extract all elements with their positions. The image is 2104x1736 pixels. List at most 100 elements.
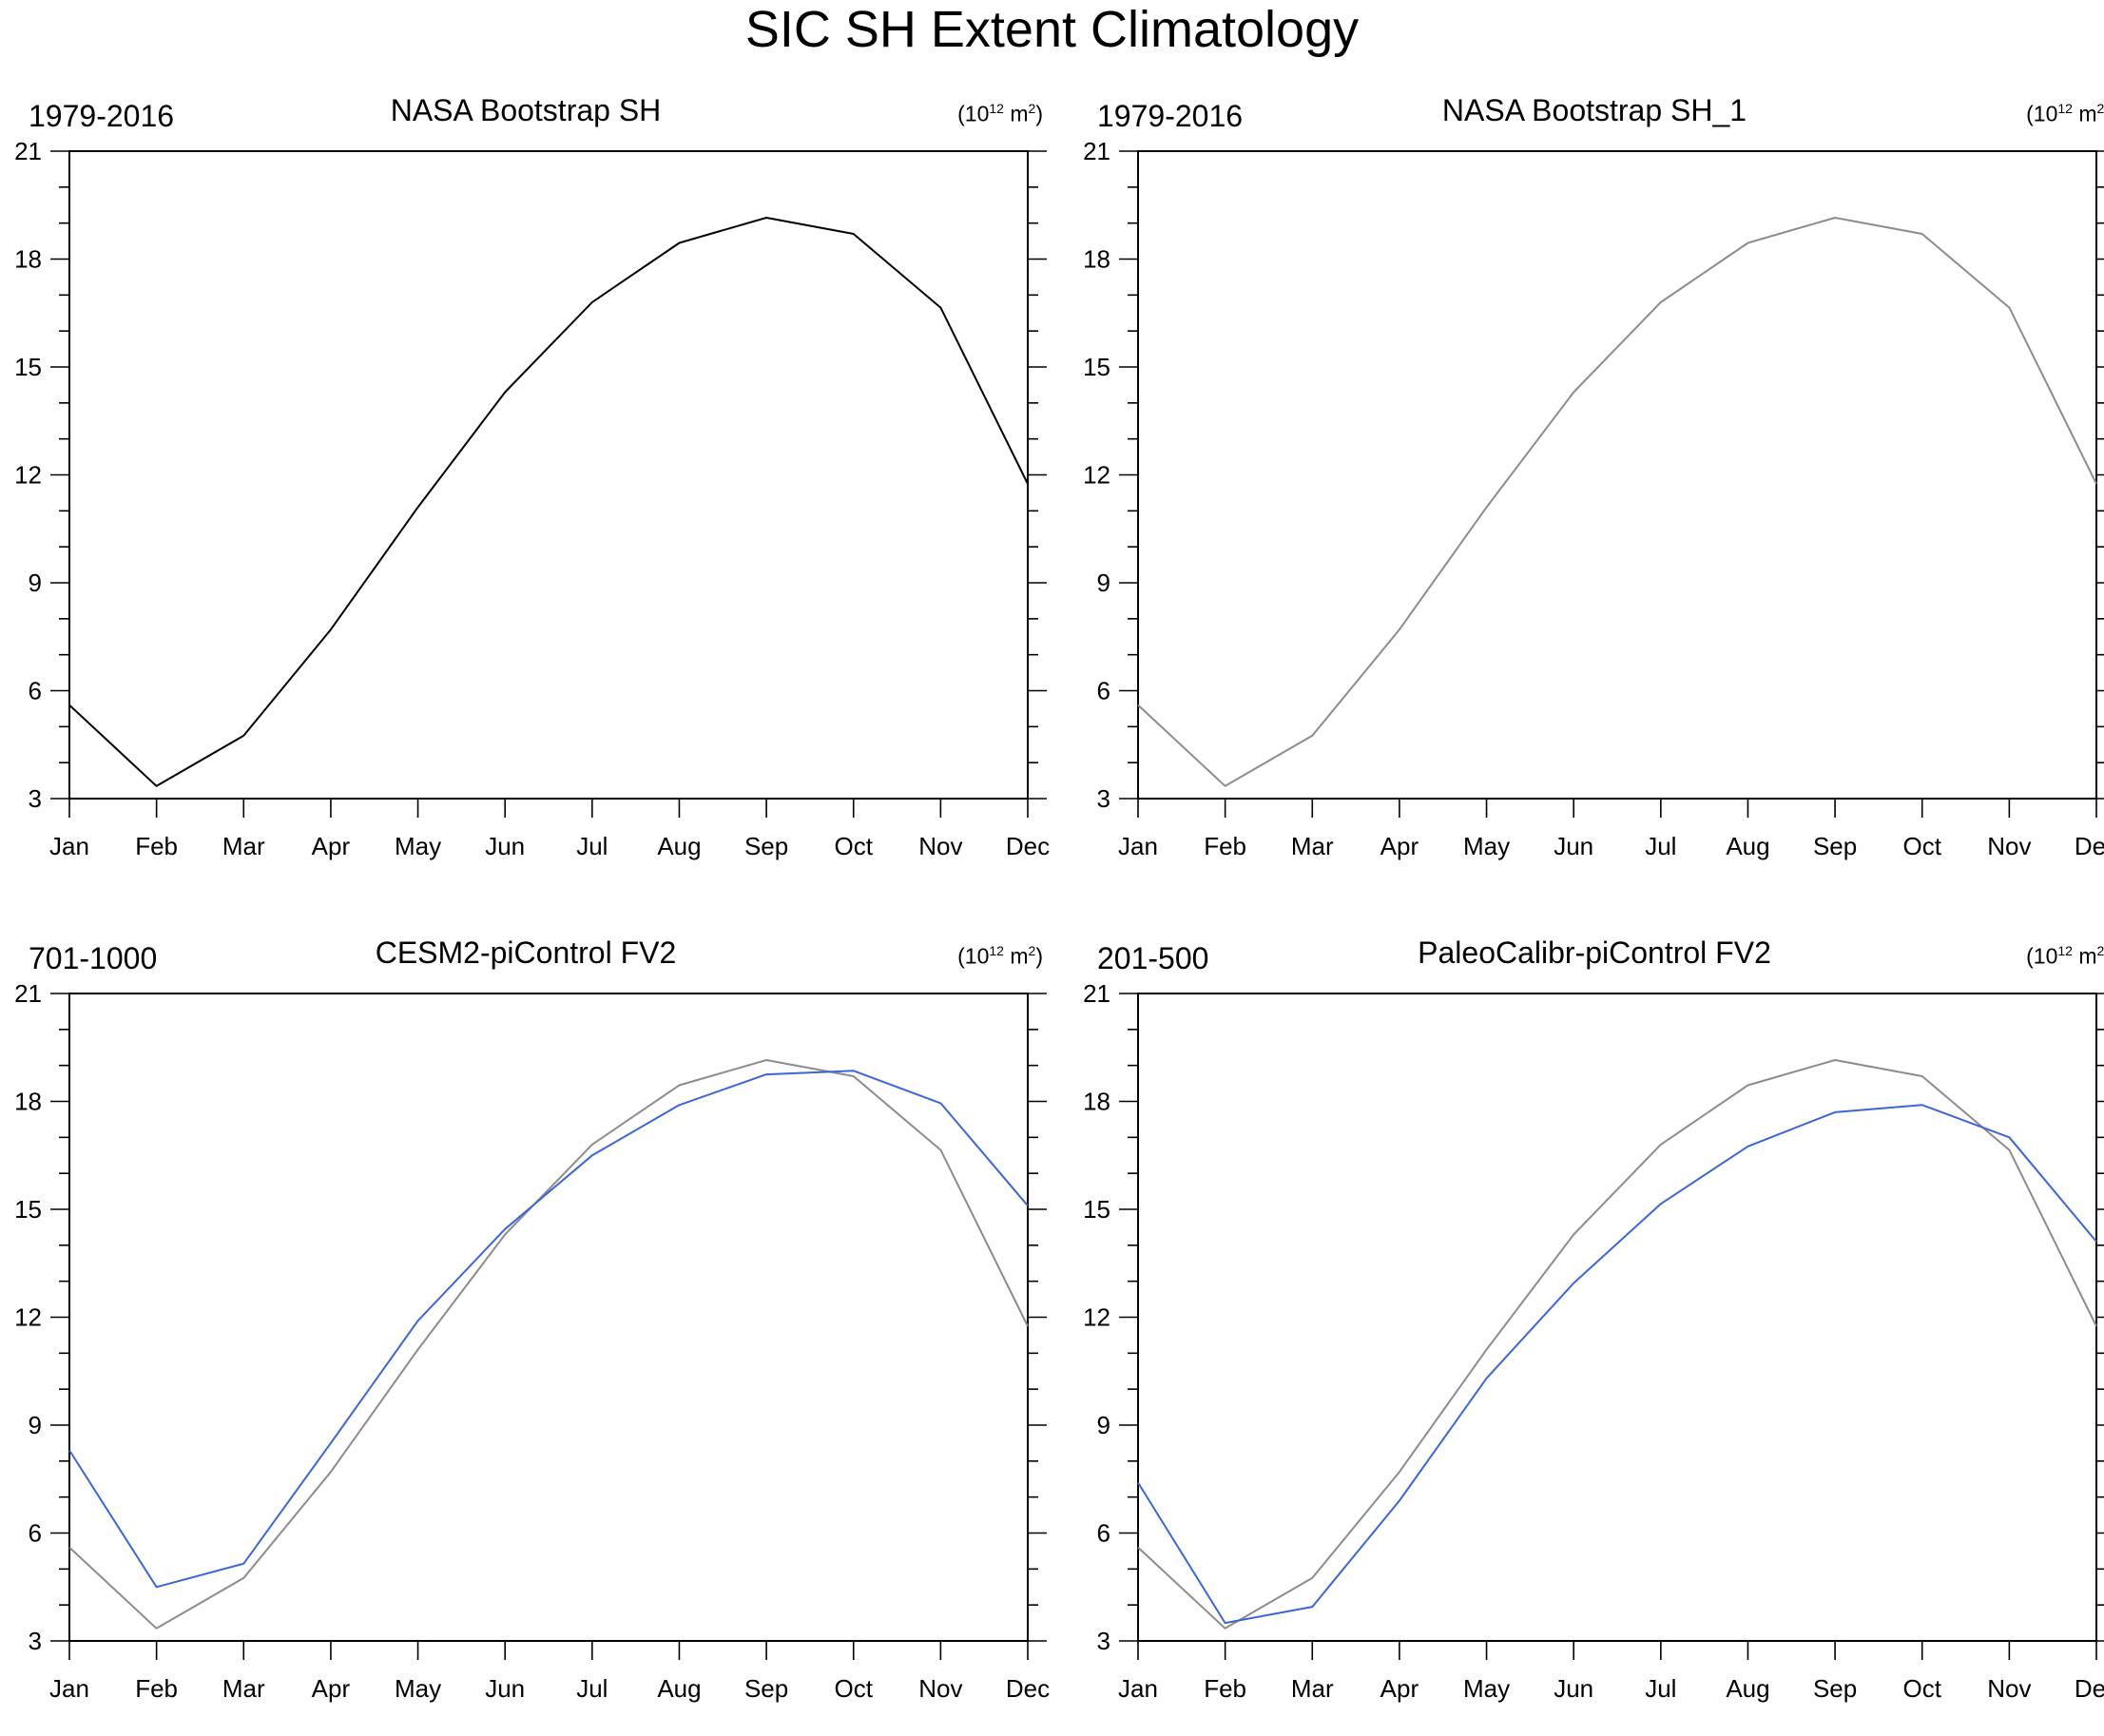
panel-period: 1979-2016 [1097,99,1244,133]
x-tick-label: Jul [1645,832,1676,860]
x-tick-label: Oct [1903,832,1942,860]
x-tick-label: Jul [1645,1674,1676,1703]
x-tick-label: Sep [744,1674,788,1703]
x-tick-label: Mar [222,832,265,860]
panel-units: (1012 m2) [2026,101,2104,126]
y-tick-label: 6 [1097,1519,1110,1548]
panel-nasa-bootstrap-sh: 1979-2016 NASA Bootstrap SH (1012 m2) 3 6… [8,86,1050,894]
x-tick-label: Jan [49,832,89,860]
x-tick-label: Nov [1987,832,2031,860]
x-tick-label: Apr [312,1674,351,1703]
y-tick-label: 18 [14,245,42,274]
x-tick-label: Sep [744,832,788,860]
x-tick-label: Nov [918,832,962,860]
x-tick-label: Jan [1118,832,1158,860]
y-tick-label: 18 [1083,245,1110,274]
plot-frame [68,993,1029,1642]
panel-title: PaleoCalibr-piControl FV2 [1418,936,1771,970]
y-tick-label: 12 [1083,461,1110,490]
x-tick-label: Nov [918,1674,962,1703]
panel-title: CESM2-piControl FV2 [375,936,677,970]
x-tick-label: Mar [1291,832,1334,860]
panel-title: NASA Bootstrap SH_1 [1441,93,1747,127]
y-tick-label: 18 [1083,1088,1110,1116]
panel-nasa-bootstrap-sh-1: 1979-2016 NASA Bootstrap SH_1 (1012 m2) … [1076,86,2104,894]
y-tick-label: 15 [14,353,42,381]
y-tick-label: 9 [1097,569,1110,597]
series-line [68,217,1029,787]
x-tick-label: Aug [657,832,701,860]
x-tick-label: Aug [657,1674,701,1703]
x-tick-label: May [1463,1674,1510,1703]
plot-frame [1137,150,2097,800]
chart-plot-area: 3 6 9 12 15 18 21 Jan Feb Mar Apr May Jun Jul Aug Sep Oc… [1083,137,2104,860]
series-line [1137,1059,2097,1630]
chart-plot-area: 3 6 9 12 15 18 21 Jan Feb Mar Apr May Jun Jul Aug Sep Oc… [14,979,1050,1703]
x-tick-label: Jan [49,1674,89,1703]
x-tick-label: Nov [1987,1674,2031,1703]
x-tick-label: Mar [222,1674,265,1703]
y-tick-label: 21 [1083,979,1110,1008]
x-tick-label: Feb [135,1674,178,1703]
y-tick-label: 6 [29,1519,42,1548]
x-tick-label: Feb [135,832,178,860]
y-tick-label: 9 [1097,1411,1110,1439]
series-line [68,1070,1029,1589]
x-tick-label: May [395,832,441,860]
panel-title: NASA Bootstrap SH [390,93,662,127]
x-tick-label: Apr [1380,832,1419,860]
y-tick-label: 12 [14,461,42,490]
x-tick-label: May [1463,832,1510,860]
x-tick-label: Jan [1118,1674,1158,1703]
series-line [1137,217,2097,787]
x-tick-label: May [395,1674,441,1703]
panel-units: (1012 m2) [957,943,1043,969]
y-tick-label: 3 [29,784,42,813]
y-tick-label: 21 [14,137,42,165]
y-tick-label: 12 [1083,1303,1110,1332]
x-tick-label: Dec [1006,1674,1050,1703]
x-tick-label: Jul [576,832,608,860]
y-tick-label: 18 [14,1088,42,1116]
y-tick-label: 15 [1083,1195,1110,1224]
panel-cesm2-picontrol: 701-1000 CESM2-piControl FV2 (1012 m2) 3… [8,928,1050,1736]
chart-plot-area: 3 6 9 12 15 18 21 Jan Feb Mar Apr May Jun Jul Aug Sep Oc… [14,137,1050,860]
panel-units: (1012 m2) [2026,943,2104,969]
y-tick-label: 15 [1083,353,1110,381]
x-tick-label: Dec [2075,832,2104,860]
x-tick-label: Jun [1554,1674,1593,1703]
x-tick-label: Jun [485,832,525,860]
x-tick-label: Aug [1726,1674,1769,1703]
panel-units: (1012 m2) [957,101,1043,126]
y-tick-label: 9 [29,1411,42,1439]
series-line [1137,1104,2097,1625]
y-tick-label: 12 [14,1303,42,1332]
x-tick-label: Sep [1813,1674,1857,1703]
panel-period: 701-1000 [29,941,158,975]
plot-frame [1137,993,2097,1642]
x-tick-label: Apr [1380,1674,1419,1703]
x-tick-label: Feb [1204,832,1246,860]
series-line [68,1059,1029,1630]
chart-plot-area: 3 6 9 12 15 18 21 Jan Feb Mar Apr May Jun Jul Aug Sep Oc… [1083,979,2104,1703]
x-tick-label: Jun [1554,832,1593,860]
x-tick-label: Oct [835,1674,874,1703]
panel-period: 201-500 [1097,941,1209,975]
panel-period: 1979-2016 [29,99,175,133]
y-tick-label: 21 [14,979,42,1008]
panel-paleocalibr-picontrol: 201-500 PaleoCalibr-piControl FV2 (1012 … [1076,928,2104,1736]
y-tick-label: 3 [29,1627,42,1655]
x-tick-label: Apr [312,832,351,860]
figure-title: SIC SH Extent Climatology [744,1,1360,58]
y-tick-label: 6 [29,677,42,705]
y-tick-label: 9 [29,569,42,597]
x-tick-label: Aug [1726,832,1769,860]
x-tick-label: Dec [1006,832,1050,860]
x-tick-label: Oct [835,832,874,860]
y-tick-label: 3 [1097,1627,1110,1655]
y-tick-label: 21 [1083,137,1110,165]
x-tick-label: Feb [1204,1674,1246,1703]
x-tick-label: Oct [1903,1674,1942,1703]
plot-frame [68,150,1029,800]
y-tick-label: 15 [14,1195,42,1224]
